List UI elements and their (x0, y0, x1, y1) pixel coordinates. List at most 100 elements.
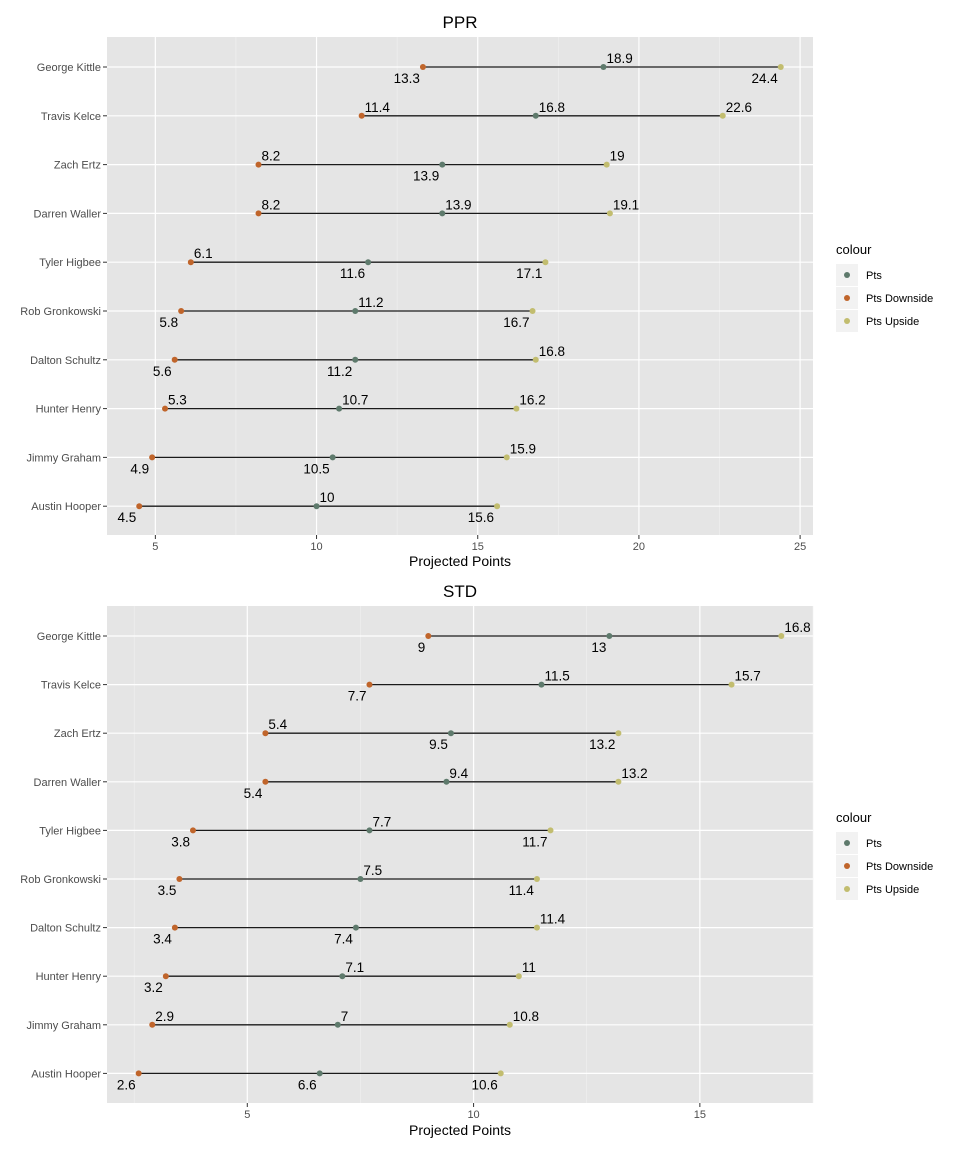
point-pts-downside-dalton-schultz (171, 924, 178, 931)
legend-key-pts (844, 272, 850, 278)
point-pts-downside-rob-gronkowski (178, 308, 185, 314)
data-label-pts-upside-jimmy-graham: 10.8 (513, 1009, 539, 1024)
data-label-pts-tyler-higbee: 11.6 (340, 266, 365, 281)
chart-title: PPR (443, 13, 478, 32)
data-label-pts-austin-hooper: 6.6 (298, 1077, 317, 1092)
data-label-pts-downside-jimmy-graham: 2.9 (155, 1009, 174, 1024)
point-pts-george-kittle (600, 64, 607, 70)
data-label-pts-upside-hunter-henry: 16.2 (519, 393, 545, 408)
data-label-pts-downside-dalton-schultz: 5.6 (153, 364, 172, 379)
point-pts-upside-travis-kelce (728, 681, 735, 688)
point-pts-dalton-schultz (352, 356, 359, 363)
category-label-travis-kelce: Travis Kelce (41, 111, 101, 123)
legend: colour Pts Pts Downside Pts Upside (836, 810, 933, 900)
data-label-pts-jimmy-graham: 7 (341, 1009, 349, 1024)
category-label-tyler-higbee: Tyler Higbee (39, 825, 101, 837)
data-label-pts-tyler-higbee: 7.7 (372, 814, 391, 829)
point-pts-downside-zach-ertz (262, 730, 269, 737)
point-pts-upside-hunter-henry (513, 405, 520, 412)
legend-title: colour (836, 810, 872, 825)
x-tick-label: 5 (152, 541, 158, 553)
legend-key-pts (844, 840, 850, 846)
point-pts-hunter-henry (339, 973, 346, 980)
data-label-pts-dalton-schultz: 7.4 (334, 932, 353, 947)
data-label-pts-upside-zach-ertz: 13.2 (589, 737, 615, 752)
data-label-pts-upside-darren-waller: 19.1 (613, 197, 639, 212)
data-label-pts-upside-george-kittle: 16.8 (784, 620, 810, 635)
category-label-zach-ertz: Zach Ertz (54, 160, 101, 172)
legend-key-pts-downside (844, 863, 850, 869)
point-pts-upside-hunter-henry (515, 973, 522, 980)
legend: colour Pts Pts Downside Pts Upside (836, 242, 933, 332)
point-pts-jimmy-graham (329, 454, 336, 461)
data-label-pts-rob-gronkowski: 11.2 (358, 295, 383, 310)
point-pts-downside-darren-waller (255, 210, 262, 217)
data-label-pts-upside-tyler-higbee: 17.1 (516, 266, 542, 281)
point-pts-travis-kelce (538, 681, 545, 688)
legend-label-pts: Pts (866, 838, 882, 850)
point-pts-downside-tyler-higbee (189, 827, 196, 834)
data-label-pts-downside-darren-waller: 5.4 (244, 786, 263, 801)
data-label-pts-downside-dalton-schultz: 3.4 (153, 932, 172, 947)
data-label-pts-george-kittle: 18.9 (606, 51, 632, 66)
data-label-pts-rob-gronkowski: 7.5 (363, 863, 382, 878)
legend-label-pts-downside: Pts Downside (866, 861, 933, 873)
data-label-pts-downside-travis-kelce: 7.7 (348, 689, 367, 704)
data-label-pts-downside-tyler-higbee: 6.1 (194, 246, 213, 261)
legend-label-pts: Pts (866, 270, 882, 282)
category-label-darren-waller: Darren Waller (34, 777, 102, 789)
point-pts-rob-gronkowski (352, 308, 359, 314)
point-pts-downside-darren-waller (262, 778, 269, 785)
x-tick-label: 10 (467, 1109, 479, 1121)
data-label-pts-upside-austin-hooper: 15.6 (468, 510, 494, 525)
chart-std: 5 10 15 George Kittle Travis Kelce Zach Ertz D… (20, 582, 933, 1138)
panel-background (107, 37, 813, 535)
point-pts-rob-gronkowski (357, 876, 364, 882)
point-pts-downside-rob-gronkowski (176, 876, 183, 882)
point-pts-zach-ertz (439, 161, 446, 168)
x-tick-label: 25 (794, 541, 806, 553)
point-pts-upside-tyler-higbee (542, 259, 549, 266)
data-label-pts-upside-tyler-higbee: 11.7 (522, 834, 547, 849)
data-label-pts-upside-dalton-schultz: 16.8 (539, 344, 565, 359)
data-label-pts-downside-tyler-higbee: 3.8 (171, 834, 190, 849)
data-label-pts-upside-travis-kelce: 15.7 (735, 669, 761, 684)
category-label-dalton-schultz: Dalton Schultz (30, 355, 101, 367)
x-tick-label: 15 (694, 1109, 706, 1121)
point-pts-darren-waller (439, 210, 446, 217)
point-pts-travis-kelce (532, 112, 539, 119)
category-label-travis-kelce: Travis Kelce (41, 680, 101, 692)
point-pts-downside-george-kittle (419, 64, 426, 70)
legend-key-pts-upside (844, 886, 850, 892)
point-pts-upside-tyler-higbee (547, 827, 554, 834)
point-pts-tyler-higbee (366, 827, 373, 834)
point-pts-downside-hunter-henry (162, 973, 169, 980)
legend-key-pts-downside (844, 295, 850, 301)
point-pts-upside-jimmy-graham (503, 454, 510, 461)
data-label-pts-upside-dalton-schultz: 11.4 (540, 912, 566, 927)
data-label-pts-jimmy-graham: 10.5 (303, 461, 329, 476)
category-label-dalton-schultz: Dalton Schultz (30, 923, 101, 935)
point-pts-downside-austin-hooper (135, 1070, 142, 1077)
point-pts-downside-jimmy-graham (149, 454, 156, 461)
point-pts-upside-zach-ertz (615, 730, 622, 737)
data-label-pts-upside-rob-gronkowski: 11.4 (509, 883, 535, 898)
point-pts-downside-dalton-schultz (171, 356, 178, 363)
point-pts-downside-austin-hooper (136, 503, 143, 510)
point-pts-upside-austin-hooper (494, 503, 501, 510)
category-label-zach-ertz: Zach Ertz (54, 728, 101, 740)
data-label-pts-upside-jimmy-graham: 15.9 (510, 441, 536, 456)
legend-key-pts-upside (844, 318, 850, 324)
x-axis-title: Projected Points (409, 553, 511, 569)
point-pts-jimmy-graham (334, 1021, 341, 1028)
legend-title: colour (836, 242, 872, 257)
data-label-pts-upside-travis-kelce: 22.6 (726, 100, 752, 115)
point-pts-george-kittle (606, 633, 613, 639)
point-pts-darren-waller (443, 778, 450, 785)
point-pts-upside-darren-waller (615, 778, 622, 785)
category-label-tyler-higbee: Tyler Higbee (39, 257, 101, 269)
legend-label-pts-upside: Pts Upside (866, 884, 919, 896)
legend-label-pts-upside: Pts Upside (866, 316, 919, 328)
data-label-pts-hunter-henry: 7.1 (345, 960, 364, 975)
category-label-jimmy-graham: Jimmy Graham (26, 1020, 101, 1032)
